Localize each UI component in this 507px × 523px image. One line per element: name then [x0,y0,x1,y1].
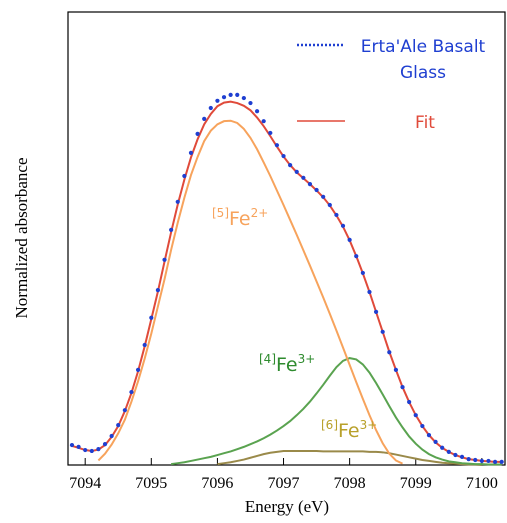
data-point [202,116,207,122]
legend-label: Erta'Ale Basalt Glass [360,37,486,83]
data-point [473,457,478,463]
data-point [281,153,286,159]
data-point [340,223,346,228]
data-point [261,119,266,124]
data-point [215,98,220,103]
data-point [433,439,438,444]
data-point [149,315,154,320]
data-point [367,289,372,295]
x-tick-label: 7096 [201,475,233,492]
data-point [175,199,180,204]
annotation-charge: 2+ [251,206,269,220]
x-tick-label: 7094 [69,475,101,492]
data-point [169,227,174,232]
x-tick-label: 7095 [135,475,167,492]
data-point [135,367,141,372]
data-point [69,442,75,448]
data-point [314,187,319,193]
data-point [89,448,94,454]
component-line [170,357,502,466]
data-point [373,309,379,314]
x-axis-label: Energy (eV) [245,497,329,516]
data-point [321,194,326,199]
data-point [360,270,365,276]
data-point [440,445,445,450]
legend-label: Fit [415,113,435,133]
data-point [479,458,484,464]
annotation-element: Fe [229,208,251,230]
data-point [122,408,127,413]
data-point [235,92,240,97]
data-point [195,131,200,136]
annotation: [5]Fe2+ [212,206,268,230]
annotation-site: [5] [212,206,229,220]
data-point [241,95,246,101]
data-point [228,92,233,97]
y-axis-label: Normalized absorbance [12,158,31,319]
annotation-charge: 3+ [298,352,316,366]
x-tick-label: 7098 [334,475,366,492]
data-point [83,447,88,453]
annotation-charge: 3+ [360,418,378,432]
data-point [254,109,260,114]
annotation: [4]Fe3+ [259,352,315,376]
data-point [155,288,161,293]
component-line [97,119,403,465]
x-tick-label: 7100 [466,475,498,492]
data-point [354,254,359,259]
data-point [393,367,399,372]
annotation: [6]Fe3+ [321,418,377,442]
data-point [426,433,432,438]
data-point [453,452,458,458]
data-point [413,413,418,418]
data-point [420,423,425,429]
component-line [217,449,482,466]
data-point [307,182,313,187]
data-point [129,389,134,395]
data-point [446,449,451,454]
data-point [96,447,101,452]
annotation-site: [4] [259,352,276,366]
data-point [380,329,385,334]
data-point [499,459,504,464]
data-point [347,237,352,242]
data-point [327,202,332,208]
data-point [142,342,147,348]
data-point [400,384,405,390]
data-point [294,169,299,175]
data-point [268,130,273,136]
plot-frame [67,11,506,466]
data-point [334,212,339,218]
data-point [109,433,114,439]
annotation-site: [6] [321,418,338,432]
data-point [221,95,227,100]
data-point [188,150,194,155]
data-point [76,444,81,449]
data-point [466,457,471,462]
data-point [288,163,293,168]
data-point [182,173,187,179]
fit-line [71,100,502,463]
data-point [486,458,491,464]
x-tick-label: 7099 [400,475,432,492]
data-point [116,423,121,428]
annotation-element: Fe [338,420,360,442]
data-point [459,454,465,459]
data-point [162,257,167,262]
data-point [492,459,498,464]
annotation-element: Fe [276,354,298,376]
data-point [407,399,412,405]
data-point [301,175,306,180]
data-point [102,442,108,447]
data-point [248,100,253,106]
data-point [387,350,392,355]
data-point [274,143,280,148]
data-point [208,105,213,111]
x-tick-label: 7097 [268,475,300,492]
